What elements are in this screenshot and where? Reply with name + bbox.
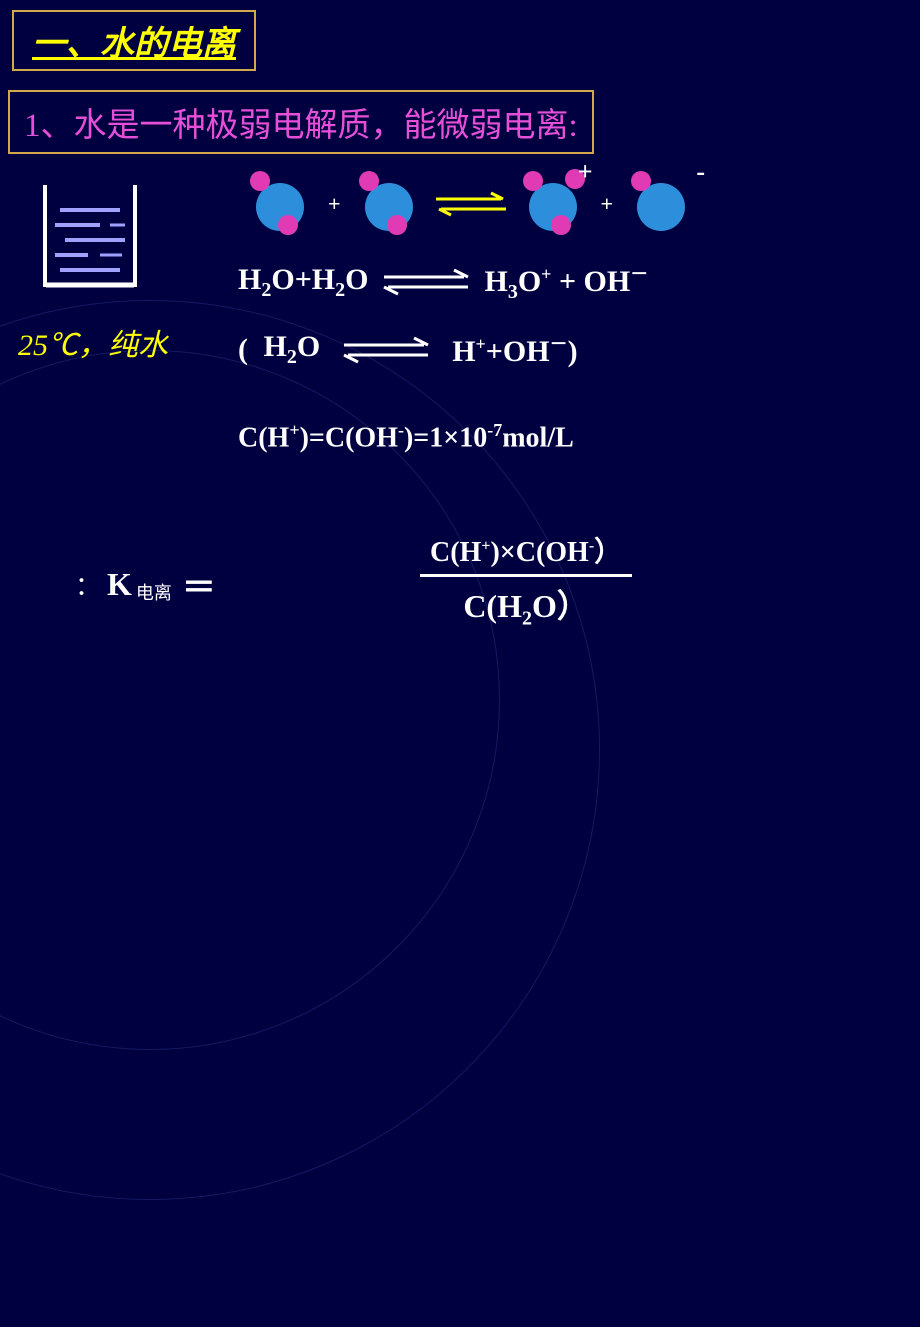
- oh-molecule: -: [631, 175, 691, 233]
- plus-symbol: +: [322, 191, 347, 217]
- section-title: 一、水的电离: [12, 10, 256, 71]
- equation-2: ( H2O H++OH－): [238, 330, 578, 369]
- temperature-label: 25℃，纯水: [18, 320, 168, 364]
- equilibrium-arrow-icon: [336, 335, 436, 365]
- molecule-diagram: + + + -: [250, 175, 691, 233]
- k-ionization-label: ： K 电离 ＝: [75, 560, 226, 609]
- concentration-equation: C(H+)=C(OH-)=1×10-7mol/L: [238, 420, 574, 454]
- negative-charge: -: [696, 157, 705, 187]
- subtitle: 1、水是一种极弱电解质，能微弱电离:: [8, 90, 594, 154]
- equation-1: H2O+H2O H3O+ + OH－: [238, 260, 648, 304]
- equilibrium-arrow-icon: [376, 267, 476, 297]
- fraction-numerator: C(H+)×C(OH-）: [420, 530, 632, 577]
- h2o-molecule: [359, 175, 419, 233]
- fraction-denominator: C(H2O）: [463, 577, 589, 630]
- k-fraction: C(H+)×C(OH-） C(H2O）: [420, 530, 632, 630]
- h3o-molecule: +: [523, 175, 583, 233]
- beaker-icon: [30, 180, 150, 300]
- equilibrium-arrow-icon: [431, 189, 511, 219]
- h2o-molecule: [250, 175, 310, 233]
- plus-symbol: +: [595, 191, 620, 217]
- positive-charge: +: [578, 157, 593, 187]
